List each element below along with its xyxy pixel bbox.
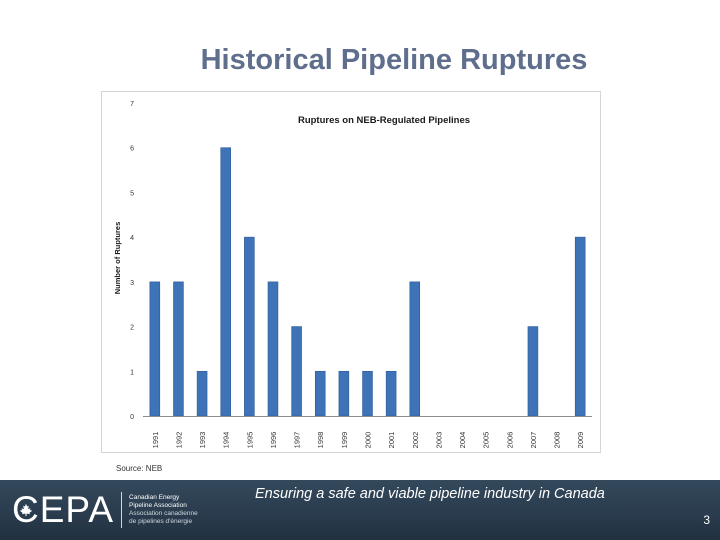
x-tick-label: 2004 xyxy=(458,432,467,449)
page-number: 3 xyxy=(703,513,710,527)
bar-1993 xyxy=(196,370,208,417)
bar-2000 xyxy=(362,370,373,417)
footer-bar: CEPA Canadian Energy Pipeline Associatio… xyxy=(0,480,720,540)
y-tick-label: 2 xyxy=(130,325,134,332)
logo-wordmark: CEPA xyxy=(12,491,114,528)
y-tick-label: 3 xyxy=(130,280,134,287)
bar-chart: Ruptures on NEB-Regulated Pipelines Numb… xyxy=(113,101,592,449)
bar-2001 xyxy=(385,370,397,417)
bar-1996 xyxy=(267,281,279,417)
bars xyxy=(149,147,586,417)
x-tick-label: 1993 xyxy=(198,432,207,449)
y-tick-label: 4 xyxy=(130,235,134,242)
x-tick-label: 2009 xyxy=(576,432,585,449)
x-tick-label: 1997 xyxy=(293,432,302,449)
chart-area: Ruptures on NEB-Regulated Pipelines Numb… xyxy=(101,91,601,453)
logo-line-4: de pipelines d'énergie xyxy=(129,518,193,525)
x-tick-label: 2001 xyxy=(387,432,396,449)
bar-1992 xyxy=(173,281,184,417)
logo-line-1: Canadian Energy xyxy=(129,494,180,501)
x-tick-label: 2007 xyxy=(529,432,538,449)
y-tick-label: 1 xyxy=(130,369,134,376)
bar-2009 xyxy=(574,236,586,417)
bar-1997 xyxy=(291,326,302,417)
bar-2007 xyxy=(527,326,539,417)
maple-leaf-icon xyxy=(19,503,33,517)
logo-line-2: Pipeline Association xyxy=(129,502,187,509)
y-axis-label: Number of Ruptures xyxy=(113,222,122,295)
bar-1995 xyxy=(244,236,255,417)
x-axis: 1991 1992 1993 1994 1995 1996 1997 1998 1999 2000… xyxy=(151,432,585,449)
x-tick-label: 2008 xyxy=(553,432,562,449)
y-tick-label: 5 xyxy=(130,190,134,197)
y-axis: 0 1 2 3 4 5 6 7 xyxy=(130,101,134,421)
x-tick-label: 2006 xyxy=(505,432,514,449)
bar-2002 xyxy=(409,281,421,417)
x-tick-label: 2000 xyxy=(364,432,373,449)
x-tick-label: 1995 xyxy=(245,432,254,449)
x-tick-label: 1999 xyxy=(340,432,349,449)
y-tick-label: 6 xyxy=(130,146,134,153)
logo-text: Canadian Energy Pipeline Association Ass… xyxy=(129,494,215,526)
x-tick-label: 2005 xyxy=(482,432,491,449)
logo-line-3: Association canadienne xyxy=(129,510,198,517)
footer-tagline: Ensuring a safe and viable pipeline indu… xyxy=(255,486,605,502)
source-note: Source: NEB xyxy=(116,464,163,473)
cepa-logo: CEPA Canadian Energy Pipeline Associatio… xyxy=(12,491,215,528)
bar-1999 xyxy=(338,370,350,417)
x-tick-label: 2003 xyxy=(434,432,443,449)
bar-1994 xyxy=(220,147,231,417)
x-tick-label: 1996 xyxy=(269,432,278,449)
x-tick-label: 1994 xyxy=(222,432,231,449)
x-tick-label: 1992 xyxy=(174,432,183,449)
y-tick-label: 7 xyxy=(130,101,134,108)
slide-title: Historical Pipeline Ruptures xyxy=(200,44,588,76)
x-tick-label: 1991 xyxy=(151,432,160,449)
bar-1991 xyxy=(149,281,161,417)
y-tick-label: 0 xyxy=(130,414,134,421)
chart-title: Ruptures on NEB-Regulated Pipelines xyxy=(298,115,470,126)
x-tick-label: 1998 xyxy=(316,432,325,449)
bar-1998 xyxy=(314,370,326,417)
x-tick-label: 2002 xyxy=(411,432,420,449)
logo-divider xyxy=(121,492,123,528)
